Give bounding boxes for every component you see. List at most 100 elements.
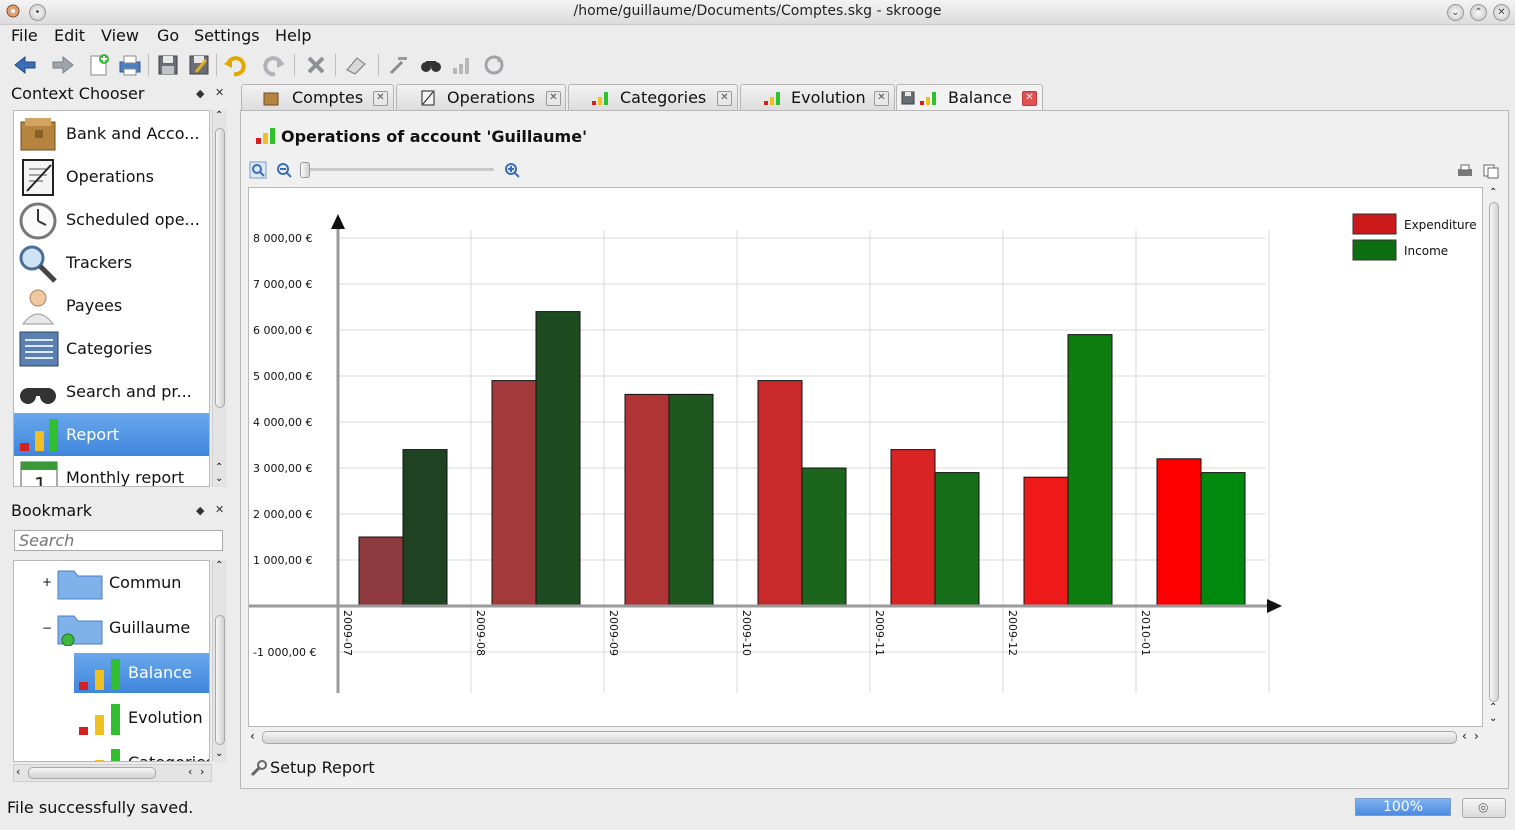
scroll-thumb[interactable] [28,767,156,779]
scroll-thumb[interactable] [262,731,1457,744]
expand-icon[interactable]: + [42,575,53,589]
zoom-slider-handle[interactable] [300,162,310,178]
zoom-in-icon[interactable] [503,161,521,179]
context-item-report[interactable]: Report [14,413,209,456]
scroll-right-icon[interactable]: › [200,765,205,778]
zoom-out-icon[interactable] [275,161,293,179]
scroll-up-icon[interactable]: ⌃ [215,462,224,473]
undo-icon[interactable] [222,52,248,78]
print-icon[interactable] [1456,163,1474,179]
chart-hscrollbar[interactable]: ‹ ‹ › [248,729,1484,745]
bookmark-item-commun[interactable]: Commun [54,563,209,603]
wrench-icon[interactable] [250,759,268,777]
new-icon[interactable] [86,52,112,78]
report-icon [79,659,120,690]
scroll-thumb[interactable] [1489,202,1499,702]
setup-report-button[interactable]: Setup Report [270,758,375,777]
save-icon[interactable] [155,52,181,78]
skrooge-app-icon[interactable] [5,3,21,19]
tools-icon[interactable] [386,52,412,78]
tab-categories[interactable]: Categories ✕ [568,84,738,111]
context-item-trackers[interactable]: Trackers [14,241,209,284]
maximize-icon[interactable]: ⌃ [1470,4,1487,21]
scroll-up-icon[interactable]: ⌃ [1489,187,1498,198]
copy-icon[interactable] [1482,163,1500,179]
close-tab-icon[interactable]: ✕ [874,91,889,106]
close-tab-icon[interactable]: ✕ [373,91,388,106]
bookmark-hscrollbar[interactable]: ‹ ‹ › [13,764,212,782]
close-tab-icon[interactable]: ✕ [1022,91,1037,106]
bookmark-item-guillaume[interactable]: Guillaume [54,608,209,648]
context-chooser-list: Bank and Acco... Operations Scheduled op… [13,110,210,487]
context-item-bank[interactable]: Bank and Acco... [14,112,209,155]
zoom-fit-icon[interactable] [249,161,267,179]
context-item-monthly-report[interactable]: 1 Monthly report [14,456,209,486]
menu-go[interactable]: Go [157,26,180,45]
find-icon[interactable] [418,52,444,78]
delete-icon[interactable] [303,52,329,78]
print-icon[interactable] [117,52,143,78]
scroll-up-icon[interactable]: ⌃ [215,110,224,121]
scroll-thumb[interactable] [215,615,225,745]
close-panel-icon[interactable]: ✕ [215,503,225,516]
scroll-down-icon[interactable]: ⌄ [215,473,224,484]
zoom-slider[interactable] [302,168,494,171]
tab-operations[interactable]: Operations ✕ [396,84,566,111]
y-tick-label: 6 000,00 € [253,324,312,337]
close-tab-icon[interactable]: ✕ [717,91,732,106]
close-panel-icon[interactable]: ✕ [215,86,225,99]
report-chart-icon[interactable] [449,52,475,78]
minimize-icon[interactable]: ⌄ [1447,4,1464,21]
chart-vscrollbar[interactable]: ⌃ ⌃ ⌄ [1487,187,1501,727]
scroll-down-icon[interactable]: ⌄ [215,748,224,759]
scroll-left-icon[interactable]: ‹ [16,765,21,778]
context-item-search[interactable]: Search and pr... [14,370,209,413]
report-icon [764,92,780,105]
bookmark-search-input[interactable] [14,530,223,551]
scroll-down-icon[interactable]: ⌄ [1489,713,1498,724]
clock-icon [19,202,57,240]
menu-view[interactable]: View [101,26,139,45]
float-panel-icon[interactable]: ◆ [196,87,205,100]
bar-expenditure [1023,476,1069,607]
bookmark-scrollbar[interactable]: ⌃ ⌄ [212,560,227,762]
collapse-icon[interactable]: − [42,621,53,635]
scroll-up-icon[interactable]: ⌃ [215,560,224,571]
bookmark-item-balance[interactable]: Balance [74,653,209,693]
stop-button[interactable]: ◎ [1462,798,1506,818]
window-titlebar: • /home/guillaume/Documents/Comptes.skg … [0,0,1515,25]
bookmark-item-evolution[interactable]: Evolution [74,698,209,738]
context-item-payees[interactable]: Payees [14,284,209,327]
forward-icon[interactable] [50,52,76,78]
scroll-left-icon[interactable]: ‹ [1462,729,1467,743]
context-scrollbar[interactable]: ⌃ ⌃ ⌄ [212,110,227,487]
refresh-icon[interactable] [481,52,507,78]
y-axis-arrow [331,214,345,229]
close-tab-icon[interactable]: ✕ [546,91,561,106]
menu-file[interactable]: File [11,26,38,45]
menu-help[interactable]: Help [275,26,312,45]
tab-evolution[interactable]: Evolution ✕ [740,84,895,111]
close-window-icon[interactable]: ✕ [1493,4,1510,21]
bar-income [934,472,980,607]
window-menu-icon[interactable]: • [29,4,46,21]
context-item-categories[interactable]: Categories [14,327,209,370]
redo-icon[interactable] [261,52,287,78]
tab-comptes[interactable]: Comptes ✕ [241,84,394,111]
menu-settings[interactable]: Settings [194,26,260,45]
report-icon [20,419,58,451]
scroll-right-icon[interactable]: › [1474,729,1479,743]
scroll-left-icon[interactable]: ‹ [250,729,255,743]
context-item-scheduled[interactable]: Scheduled ope... [14,198,209,241]
tab-balance[interactable]: Balance ✕ [896,84,1043,112]
back-icon[interactable] [12,52,38,78]
float-panel-icon[interactable]: ◆ [196,504,205,517]
context-item-operations[interactable]: Operations [14,155,209,198]
save-as-icon[interactable] [186,52,212,78]
menu-edit[interactable]: Edit [54,26,85,45]
bookmark-item-categories[interactable]: Categories [74,743,209,761]
scroll-thumb[interactable] [215,128,225,408]
clear-icon[interactable] [343,52,369,78]
scroll-up-icon[interactable]: ⌃ [1489,702,1498,713]
scroll-left-icon[interactable]: ‹ [188,765,193,778]
